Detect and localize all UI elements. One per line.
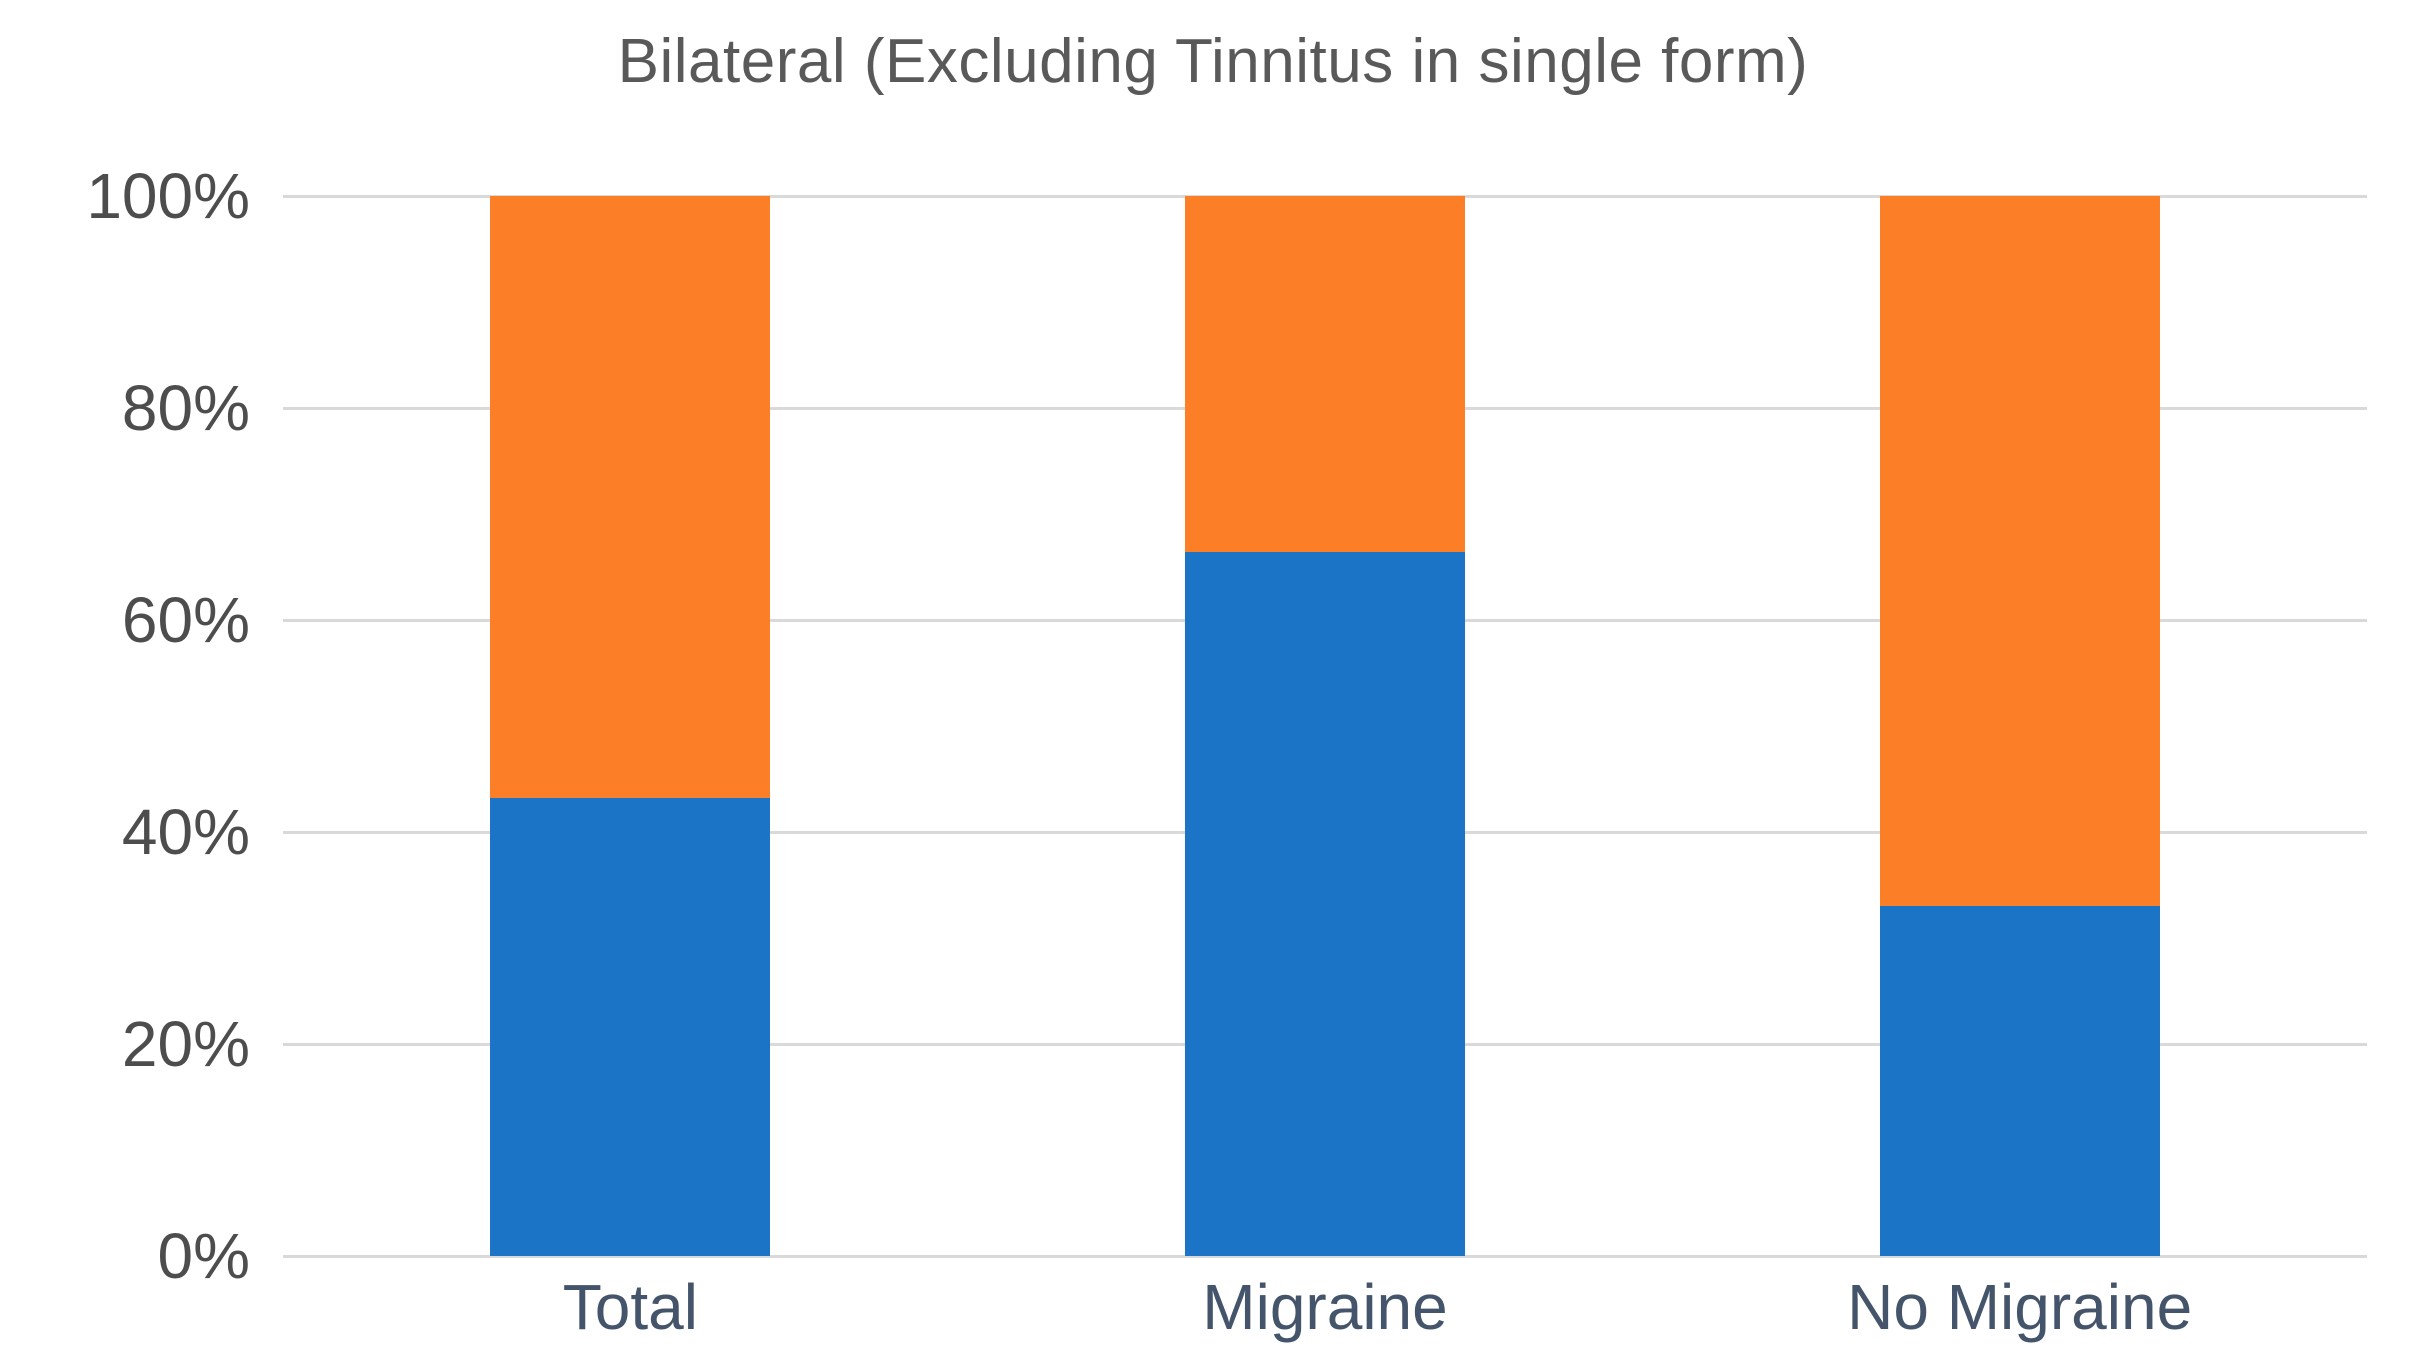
gridline-0 xyxy=(283,1254,2367,1258)
chart-title: Bilateral (Excluding Tinnitus in single … xyxy=(617,27,1809,96)
bar-segment-no-migraine-blue-bottom-segment xyxy=(1879,906,2160,1256)
bar-group-no-migraine xyxy=(1879,196,2160,1256)
y-axis-tick-label: 0% xyxy=(157,1220,251,1292)
bar-segment-no-migraine-orange-top-segment xyxy=(1879,196,2160,907)
bar-segment-total-orange-top-segment xyxy=(490,196,771,799)
bar-segment-migraine-blue-bottom-segment xyxy=(1185,552,1465,1256)
bar-group-total xyxy=(490,196,771,1256)
bar-group-migraine xyxy=(1185,196,1465,1256)
bar-segment-migraine-orange-top-segment xyxy=(1185,196,1465,553)
x-axis-category-label-total: Total xyxy=(562,1271,698,1343)
x-axis-category-label-migraine: Migraine xyxy=(1202,1271,1448,1343)
y-axis-tick-label: 60% xyxy=(121,584,250,656)
y-axis-tick-label: 40% xyxy=(121,796,250,868)
x-axis-category-label-no-migraine: No Migraine xyxy=(1847,1271,2193,1343)
y-axis-tick-label: 100% xyxy=(86,160,250,232)
y-axis-tick-label: 20% xyxy=(121,1008,250,1080)
bar-segment-total-blue-bottom-segment xyxy=(490,798,771,1256)
y-axis-tick-label: 80% xyxy=(121,372,250,444)
